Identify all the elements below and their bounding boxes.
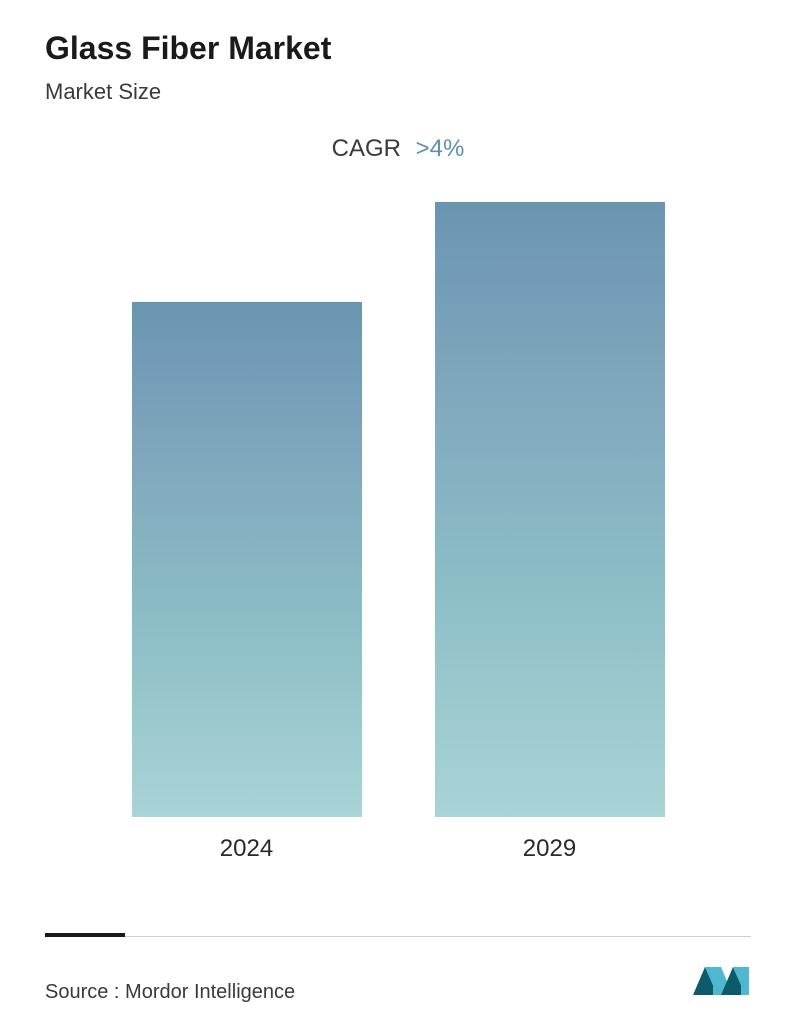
- bar-2024: [132, 302, 362, 817]
- bar-label-2029: 2029: [523, 835, 576, 863]
- cagr-value: >4%: [416, 135, 465, 162]
- footer-accent-bar: [45, 933, 125, 937]
- page-title: Glass Fiber Market: [45, 30, 751, 67]
- source-text: Source : Mordor Intelligence: [45, 981, 295, 1004]
- bar-group-2029: 2029: [435, 202, 665, 863]
- mordor-logo: [691, 961, 751, 1004]
- page-subtitle: Market Size: [45, 79, 751, 105]
- cagr-container: CAGR >4%: [45, 135, 751, 163]
- bar-chart: 2024 2029: [45, 223, 751, 863]
- footer: Source : Mordor Intelligence: [45, 936, 751, 1004]
- bar-2029: [435, 202, 665, 817]
- cagr-label: CAGR: [332, 135, 401, 162]
- bar-label-2024: 2024: [220, 835, 273, 863]
- bar-group-2024: 2024: [132, 302, 362, 863]
